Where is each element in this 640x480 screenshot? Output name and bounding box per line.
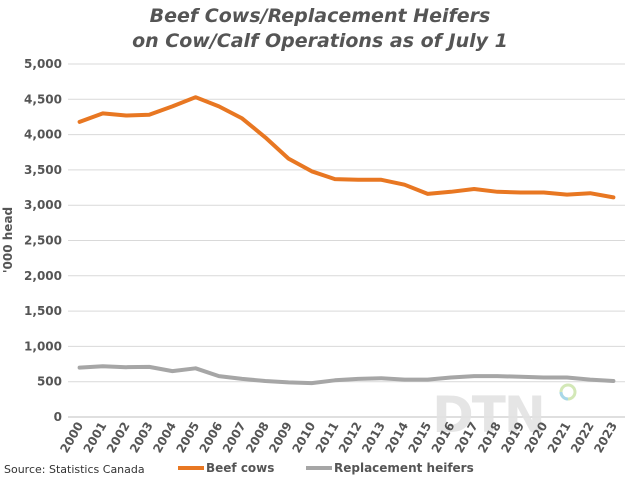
series-lines (77, 95, 616, 386)
chart-title-line-1: Beef Cows/Replacement Heifers (150, 5, 491, 27)
y-tick-label: 0 (54, 410, 62, 424)
y-tick-label: 5,000 (24, 57, 62, 71)
y-tick-label: 2,500 (24, 234, 62, 248)
y-tick-label: 4,000 (24, 128, 62, 142)
series-line-beef-cows (77, 95, 616, 200)
legend-label-beef-cows: Beef cows (206, 461, 274, 475)
source-note: Source: Statistics Canada (4, 463, 145, 476)
chart-title-line-2: on Cow/Calf Operations as of July 1 (132, 30, 508, 52)
x-tick-label: 2023 (591, 420, 620, 456)
legend: Beef cows Replacement heifers (178, 461, 474, 475)
y-axis-label: '000 head (1, 207, 15, 273)
y-tick-label: 500 (37, 375, 62, 389)
y-tick-label: 3,000 (24, 198, 62, 212)
y-tick-label: 4,500 (24, 92, 62, 106)
dtn-logo-text: DTN (432, 386, 543, 444)
legend-label-replacement-heifers: Replacement heifers (334, 461, 474, 475)
x-tick-labels: 2000200120022003200420052006200720082009… (57, 420, 620, 456)
y-tick-label: 3,500 (24, 163, 62, 177)
series-line-replacement-heifers (77, 364, 616, 386)
y-tick-label: 2,000 (24, 269, 62, 283)
dtn-logo: DTN (432, 383, 577, 444)
y-tick-label: 1,500 (24, 304, 62, 318)
y-tick-label: 1,000 (24, 339, 62, 353)
logo-ring-accent-icon (559, 391, 569, 401)
y-tick-labels: 0 500 1,000 1,500 2,000 2,500 3,000 3,500 4,000 4… (24, 57, 62, 424)
gridlines (68, 63, 625, 418)
